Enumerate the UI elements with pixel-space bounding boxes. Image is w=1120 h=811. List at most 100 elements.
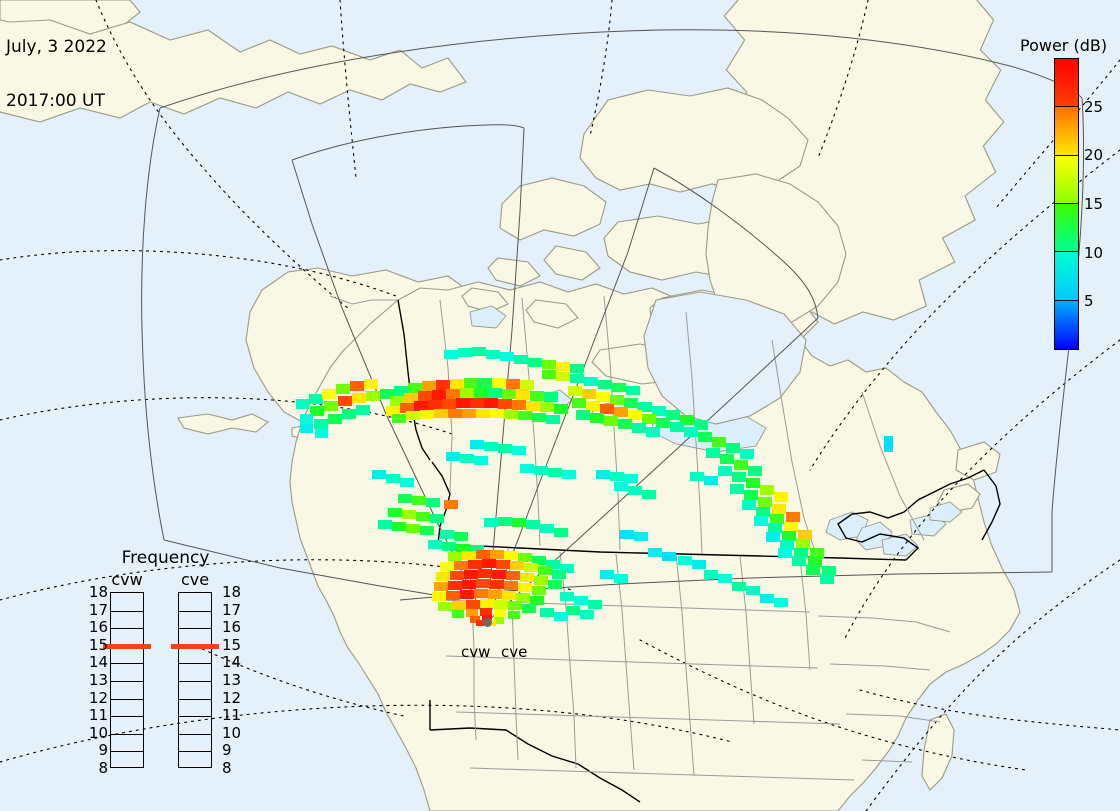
scatter-cell [526,520,540,529]
scatter-cell [566,606,580,615]
scatter-cell [820,574,834,584]
scatter-cell [518,411,532,420]
scatter-cell [690,472,704,481]
frequency-label-cvw-11: 11 [88,706,108,725]
frequency-label-cve-16: 16 [222,618,242,637]
scatter-cell [784,522,798,532]
scatter-cell [560,564,574,573]
scatter-cell [464,378,478,388]
scatter-cell [315,429,328,438]
scatter-cell [624,398,638,408]
scatter-cell [556,362,570,371]
scatter-cell [666,410,680,420]
landmasses [0,0,1021,811]
scatter-cell [490,409,504,418]
scatter-cell [482,559,496,568]
scatter-cell [570,364,584,373]
scatter-cell [694,420,708,430]
scatter-cell [300,424,313,433]
scatter-cell [756,507,770,517]
frequency-bar-cvw[interactable] [103,592,151,768]
scatter-cell [780,540,794,550]
frequency-tick-17 [179,610,211,612]
frequency-label-cvw-8: 8 [98,759,108,777]
scatter-cell [428,540,442,549]
scatter-cell [504,410,518,419]
scatter-cell [444,500,458,509]
scatter-cell [462,409,476,418]
scatter-cell [402,510,416,519]
scatter-cell [394,386,408,396]
scatter-cell [406,524,420,533]
scatter-cell [532,586,546,595]
scatter-cell [560,592,574,601]
scatter-cell [398,494,412,503]
scatter-cell [628,410,642,420]
scatter-cell [400,403,414,413]
frequency-label-cvw-12: 12 [88,688,108,707]
frequency-legend-title: Frequency [121,548,210,568]
scatter-cell [554,404,568,414]
frequency-marker-cve [171,643,219,649]
scatter-cell [454,532,468,541]
scatter-cell [464,570,478,579]
scatter-cell [414,401,428,411]
scatter-cell [498,399,512,409]
scatter-cell [486,350,500,359]
scatter-cell [614,574,628,583]
scatter-cell [726,443,740,453]
scatter-cell [458,348,472,357]
scatter-cell [792,556,806,566]
scatter-cell [386,406,400,416]
frequency-label-cve-9: 9 [222,741,232,760]
scatter-cell [436,380,450,390]
scatter-cell [494,600,508,609]
scatter-cell [512,518,526,527]
scatter-cell [470,398,484,408]
scatter-cell [494,609,506,617]
scatter-cell [610,472,624,481]
scatter-cell [366,391,380,401]
frequency-label-cvw-14: 14 [88,653,108,672]
scatter-cell [372,470,386,479]
hudson-bay [643,291,807,425]
scatter-cell [456,398,470,408]
scatter-cell [466,600,480,609]
scatter-cell [754,516,768,526]
scatter-cell [484,442,498,451]
scatter-cell [772,504,786,514]
scatter-cell [540,524,554,533]
scatter-cell [448,581,462,590]
frequency-bar-cve[interactable] [171,592,219,768]
scatter-cell [798,530,812,540]
scatter-cell [638,402,652,412]
scatter-cell [584,377,598,386]
scatter-cell [642,490,656,499]
scatter-cell [314,419,328,429]
scatter-cell [796,539,810,549]
scatter-cell [746,586,760,595]
scatter-cell [386,474,400,483]
scatter-cell [476,550,490,559]
frequency-label-cvw-17: 17 [88,600,108,619]
frequency-label-cvw-16: 16 [88,618,108,637]
scatter-cell [422,381,436,391]
scatter-cell [408,383,422,393]
scatter-cell [338,396,352,406]
scatter-cell [822,566,836,576]
scatter-cell [648,548,662,557]
scatter-cell [520,380,534,390]
frequency-column-name-cve: cve [180,570,210,589]
scatter-cell [364,379,378,389]
scatter-cell [718,466,732,476]
scatter-cell [392,522,406,531]
scatter-cell [576,410,590,420]
scatter-cell [540,608,554,617]
scatter-cell [474,589,488,598]
scatter-cell [706,448,720,458]
colorbar-tick-20: 20 [1084,146,1104,165]
scatter-cell [512,446,526,455]
scatter-cell [342,409,356,419]
radar-site-marker [483,618,492,627]
